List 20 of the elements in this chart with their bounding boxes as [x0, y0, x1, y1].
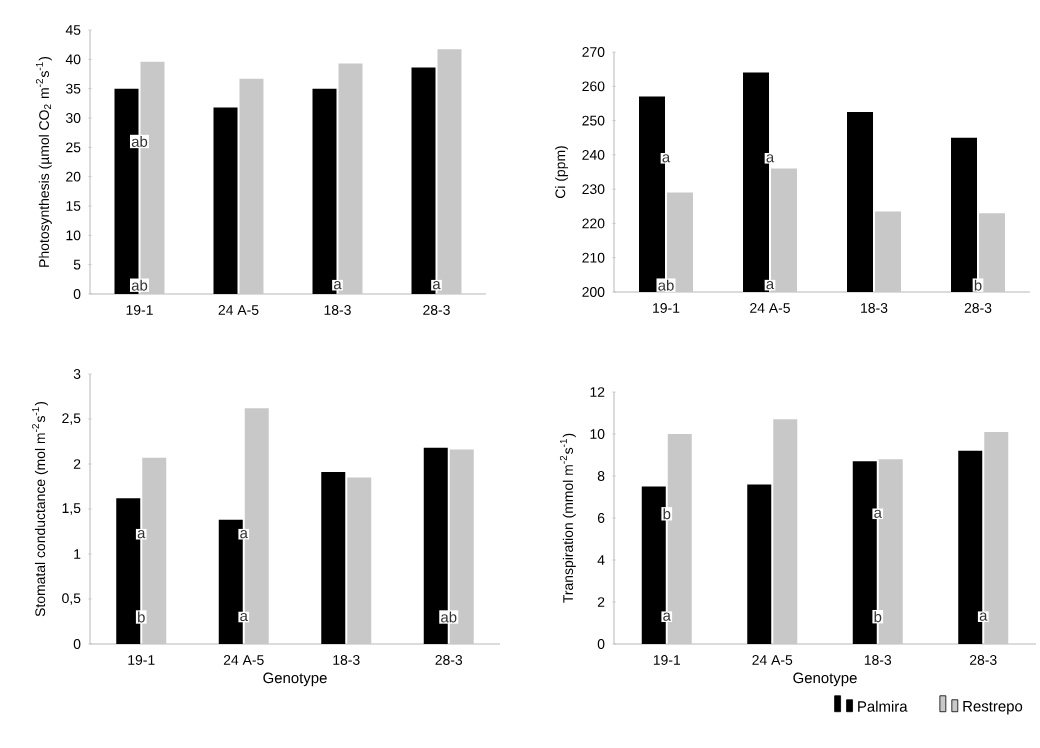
bar	[878, 459, 903, 644]
bar	[321, 472, 346, 644]
bar	[116, 498, 141, 644]
bar	[747, 484, 772, 644]
bar	[773, 419, 798, 644]
bar	[338, 63, 363, 294]
bar	[852, 461, 877, 644]
bar	[958, 450, 983, 644]
bar	[142, 457, 167, 644]
bar	[218, 519, 243, 644]
bar	[984, 431, 1009, 644]
bar	[239, 78, 264, 294]
bar	[667, 434, 692, 644]
bar	[411, 67, 436, 294]
bar	[244, 408, 269, 644]
bar	[312, 88, 337, 294]
bar	[213, 107, 238, 294]
bar	[347, 477, 372, 644]
bar	[641, 486, 666, 644]
bar	[437, 49, 462, 294]
